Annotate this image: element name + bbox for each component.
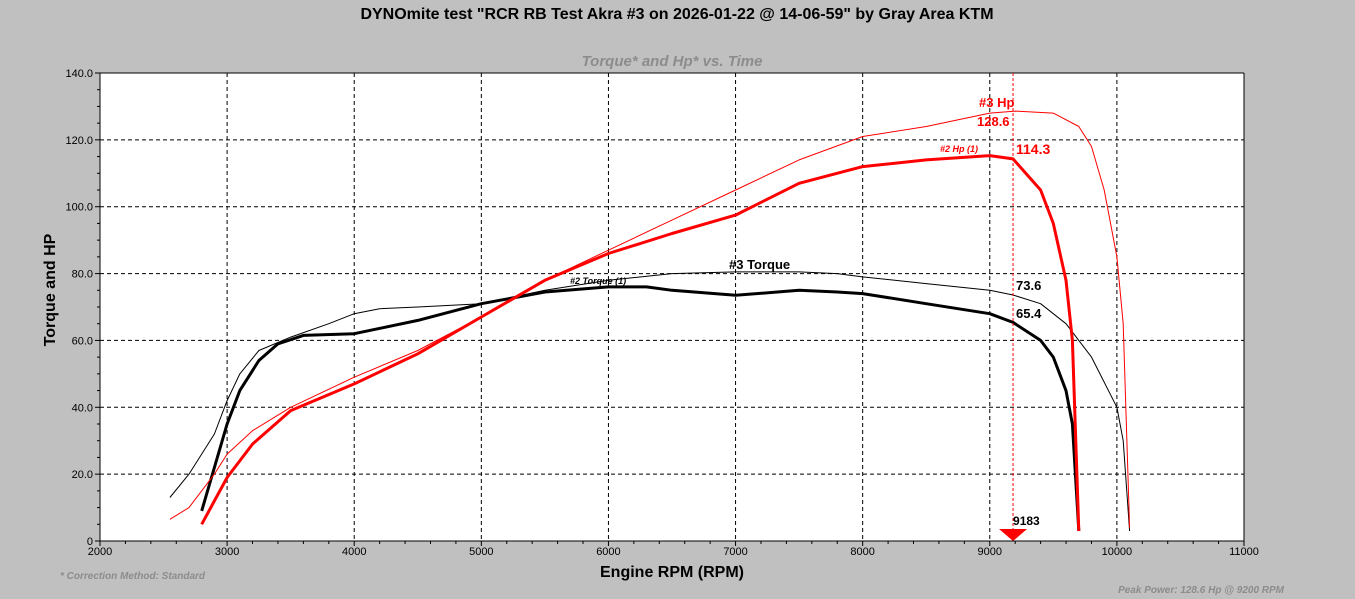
chart-subtitle: Torque* and Hp* vs. Time	[582, 53, 763, 70]
y-tick-label: 20.0	[72, 469, 93, 481]
chart-title: DYNOmite test "RCR RB Test Akra #3 on 20…	[360, 6, 993, 23]
y-tick-label: 80.0	[72, 269, 93, 281]
y-axis-label: Torque and HP	[42, 233, 59, 346]
x-tick-label: 8000	[850, 546, 874, 558]
x-tick-label: 5000	[469, 546, 493, 558]
rpm-cursor-marker	[999, 529, 1028, 541]
y-tick-label: 0	[87, 536, 93, 548]
series-lines	[169, 73, 1131, 541]
footer-correction: * Correction Method: Standard	[60, 571, 206, 582]
x-tick-label: 11000	[1229, 546, 1259, 558]
x-tick-label: 10000	[1102, 546, 1133, 558]
series-value-label-1: 73.6	[1016, 278, 1041, 293]
x-axis-label: Engine RPM (RPM)	[600, 564, 744, 581]
footer-peak-power: Peak Power: 128.6 Hp @ 9200 RPM	[1118, 585, 1285, 596]
series-value-label-4: 114.3	[1016, 141, 1050, 157]
x-tick-label: 9000	[978, 546, 1002, 558]
x-tick-label: 6000	[596, 546, 620, 558]
series-line-2	[200, 285, 1081, 532]
series-name-label-4: #2 Hp (1)	[940, 144, 978, 154]
series-value-label-3: 128.6	[977, 114, 1010, 129]
y-tick-label: 40.0	[72, 402, 93, 414]
plot-area	[100, 73, 1244, 541]
series-name-label-3: #3 Hp	[979, 95, 1014, 110]
rpm-cursor-label: 9183	[1013, 514, 1040, 528]
x-tick-label: 3000	[215, 546, 239, 558]
x-ticks: 2000 3000 4000 5000 6000 7000 8000 9000 10000 110…	[88, 541, 1259, 558]
series-line-3	[169, 110, 1131, 528]
series-name-label-1: #3 Torque	[729, 257, 790, 272]
x-tick-label: 4000	[342, 546, 366, 558]
y-tick-label: 60.0	[72, 335, 93, 347]
series-name-label-2: #2 Torque (1)	[570, 276, 626, 286]
series-labels: 9183 #3 Torque 73.6 #2 Torque (1) 65.4 #3 Hp 1…	[570, 95, 1050, 528]
y-tick-label: 140.0	[65, 68, 93, 80]
y-ticks: 0 20.0 40.0 60.0 80.0 100.0 120.0 140.0	[65, 68, 100, 548]
series-value-label-2: 65.4	[1016, 306, 1042, 321]
y-tick-label: 120.0	[65, 135, 93, 147]
series-line-1	[169, 271, 1131, 532]
x-tick-label: 2000	[88, 546, 112, 558]
y-tick-label: 100.0	[65, 202, 93, 214]
series-line-4	[200, 154, 1081, 532]
x-tick-label: 7000	[723, 546, 747, 558]
